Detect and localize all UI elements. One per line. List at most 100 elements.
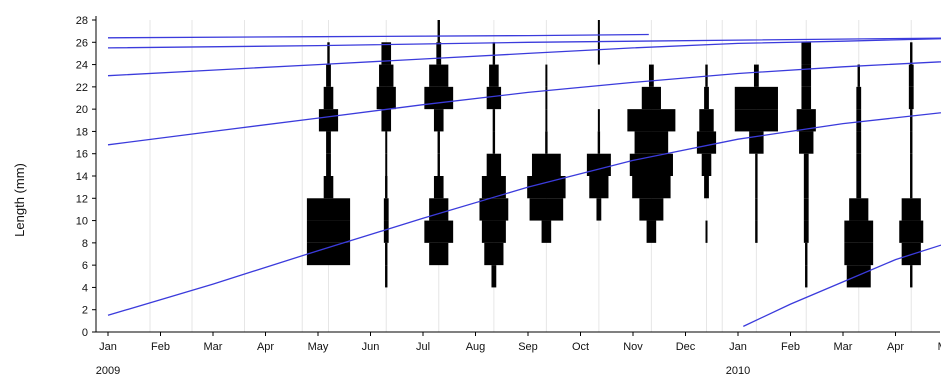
- histogram-bar: [383, 220, 389, 243]
- histogram-bar: [755, 153, 758, 176]
- histogram-bar: [318, 109, 339, 132]
- histogram-bar: [910, 109, 913, 132]
- histogram-bar: [803, 198, 809, 221]
- histogram-bar: [801, 64, 812, 87]
- histogram-bar: [753, 64, 759, 87]
- x-tick-label: Nov: [623, 341, 643, 353]
- histogram-bar: [433, 176, 444, 199]
- histogram-bar: [437, 153, 440, 176]
- x-tick-label: Oct: [572, 341, 589, 353]
- histogram-bar: [856, 109, 862, 132]
- histogram-bar: [385, 153, 388, 176]
- histogram-bar: [589, 176, 609, 199]
- growth-curve: [107, 33, 649, 39]
- histogram-bar: [634, 131, 669, 154]
- y-tick-label: 26: [76, 37, 88, 49]
- growth-curve: [107, 61, 941, 146]
- growth-curve: [107, 112, 941, 316]
- histogram-bar: [597, 42, 600, 65]
- x-tick-label: Aug: [466, 341, 486, 353]
- histogram-bar: [805, 265, 808, 288]
- histogram-bar: [755, 176, 758, 199]
- histogram-bar: [749, 131, 764, 154]
- histogram-bar: [705, 220, 708, 243]
- histogram-bar: [491, 265, 497, 288]
- histogram-bar: [385, 265, 388, 288]
- histogram-bar: [326, 153, 331, 176]
- histogram-bar: [908, 64, 914, 87]
- x-tick-label: May: [938, 341, 941, 353]
- histogram-bar: [379, 64, 394, 87]
- histogram-bar: [799, 131, 814, 154]
- histogram-bar: [586, 153, 611, 176]
- growth-curves: [107, 33, 941, 327]
- y-tick-label: 28: [76, 15, 88, 27]
- histogram-bars: [306, 20, 924, 288]
- histogram-bar: [648, 64, 654, 87]
- histogram-bar: [326, 131, 331, 154]
- histogram-bar: [910, 131, 913, 154]
- histogram-bar: [856, 131, 862, 154]
- histogram-bar: [429, 242, 449, 266]
- histogram-bar: [696, 131, 717, 154]
- histogram-bar: [801, 86, 812, 110]
- histogram-bar: [704, 176, 709, 199]
- histogram-bar: [856, 86, 862, 110]
- x-tick-label: May: [308, 341, 329, 353]
- year-label: 2009: [96, 365, 120, 377]
- histogram-bar: [385, 131, 388, 154]
- y-axis-title: Length (mm): [12, 163, 27, 237]
- histogram-bar: [424, 220, 454, 243]
- histogram-bar: [529, 198, 564, 221]
- histogram-bar: [383, 198, 389, 221]
- histogram-bar: [899, 220, 924, 243]
- y-tick-label: 18: [76, 126, 88, 138]
- histogram-bar: [545, 64, 548, 87]
- x-tick-label: Jan: [99, 341, 117, 353]
- histogram-bar: [597, 20, 600, 43]
- histogram-bar: [492, 42, 496, 65]
- histogram-bar: [641, 86, 661, 110]
- histogram-bar: [856, 153, 862, 176]
- histogram-bar: [755, 198, 758, 221]
- year-label: 2010: [726, 365, 750, 377]
- histogram-bar: [531, 153, 561, 176]
- histogram-bar: [385, 176, 388, 199]
- histogram-bar: [846, 265, 871, 288]
- histogram-bar: [489, 64, 499, 87]
- histogram-bar: [429, 64, 449, 87]
- growth-curve: [107, 37, 941, 49]
- histogram-bar: [492, 131, 496, 154]
- histogram-bar: [849, 198, 869, 221]
- histogram-bar: [857, 64, 860, 87]
- histogram-bar: [844, 242, 874, 266]
- y-tick-label: 0: [82, 327, 88, 339]
- histogram-bar: [803, 153, 809, 176]
- histogram-bar: [704, 86, 709, 110]
- histogram-bar: [734, 86, 778, 110]
- growth-curve: [107, 38, 941, 77]
- histogram-bar: [437, 131, 440, 154]
- histogram-bar: [492, 109, 496, 132]
- histogram-bar: [646, 220, 657, 243]
- x-tick-label: Apr: [257, 341, 274, 353]
- histogram-bar: [479, 198, 509, 221]
- x-tick-label: Sep: [518, 341, 538, 353]
- histogram-bar: [486, 86, 502, 110]
- histogram-bar: [844, 220, 874, 243]
- x-tick-label: Jul: [416, 341, 430, 353]
- histogram-bar: [796, 109, 816, 132]
- histogram-bar: [801, 42, 812, 65]
- histogram-bar: [381, 109, 392, 132]
- y-tick-label: 24: [76, 60, 88, 72]
- histogram-bar: [433, 109, 444, 132]
- y-tick-label: 8: [82, 238, 88, 250]
- histogram-bar: [527, 176, 566, 199]
- histogram-bar: [484, 242, 504, 266]
- histogram-bar: [803, 220, 809, 243]
- histogram-bar: [545, 131, 548, 154]
- histogram-bar: [323, 176, 334, 199]
- y-tick-label: 4: [82, 282, 88, 294]
- histogram-bar: [901, 198, 921, 221]
